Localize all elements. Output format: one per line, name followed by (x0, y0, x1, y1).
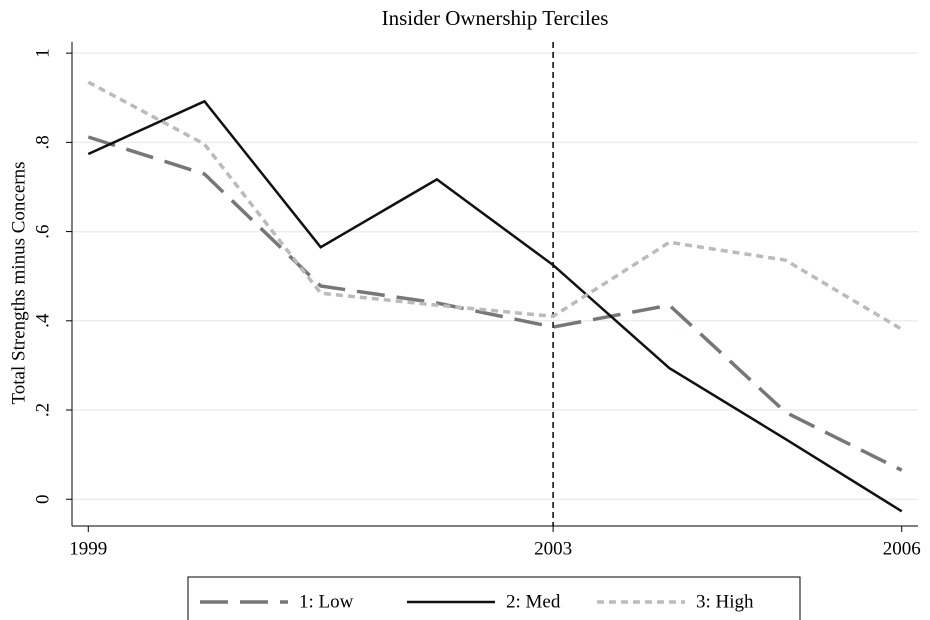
y-tick-label: .4 (32, 313, 53, 328)
legend-box (187, 576, 801, 620)
series-line (87, 99, 903, 513)
x-tick-label: 1999 (69, 538, 107, 559)
y-tick-label: 0 (32, 494, 53, 504)
legend-label: 1: Low (299, 591, 354, 612)
series-line (87, 135, 903, 472)
series-line (87, 80, 903, 331)
y-tick-label: 1 (32, 48, 53, 58)
legend-label: 2: Med (506, 591, 561, 612)
y-axis-label: Total Strengths minus Concerns (8, 161, 29, 404)
chart-title: Insider Ownership Terciles (382, 6, 609, 30)
legend-label: 3: High (696, 591, 754, 612)
y-tick-label: .8 (32, 135, 53, 149)
y-tick-label: .2 (32, 403, 53, 417)
x-tick-label: 2003 (534, 538, 572, 559)
y-tick-label: .6 (32, 224, 53, 238)
x-tick-label: 2006 (883, 538, 921, 559)
